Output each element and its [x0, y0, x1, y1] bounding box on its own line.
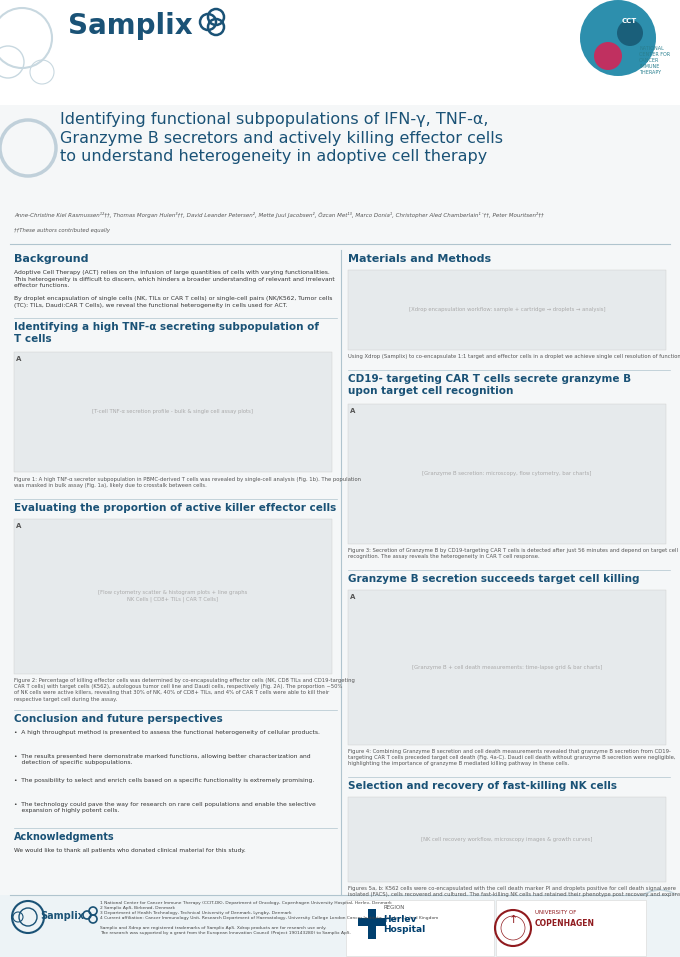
- Text: Evaluating the proportion of active killer effector cells: Evaluating the proportion of active kill…: [14, 503, 336, 513]
- Text: Anne-Christine Kiel Rasmussen¹²††, Thomas Morgan Hulen³††, David Leander Peterse: Anne-Christine Kiel Rasmussen¹²††, Thoma…: [14, 212, 544, 218]
- Text: Materials and Methods: Materials and Methods: [348, 254, 491, 264]
- Bar: [368, 909, 376, 939]
- Text: Conclusion and future perspectives: Conclusion and future perspectives: [14, 714, 223, 724]
- Text: A: A: [16, 523, 21, 529]
- Text: Granzyme B secretion succeeds target cell killing: Granzyme B secretion succeeds target cel…: [348, 574, 639, 584]
- Text: Identifying a high TNF-α secreting subpopulation of
T cells: Identifying a high TNF-α secreting subpo…: [14, 322, 319, 344]
- Text: UNIVERSITY OF: UNIVERSITY OF: [535, 910, 577, 915]
- Bar: [346, 900, 494, 956]
- Text: We would like to thank all patients who donated clinical material for this study: We would like to thank all patients who …: [14, 848, 245, 853]
- Text: CD19- targeting CAR T cells secrete granzyme B
upon target cell recognition: CD19- targeting CAR T cells secrete gran…: [348, 374, 631, 395]
- Bar: [348, 404, 666, 544]
- Text: Figure 2: Percentage of killing effector cells was determined by co-encapsulatin: Figure 2: Percentage of killing effector…: [14, 678, 355, 701]
- Bar: [358, 918, 386, 926]
- Bar: [14, 519, 332, 674]
- Text: NATIONAL
CENTER FOR
CANCER
IMMUNE
THERAPY: NATIONAL CENTER FOR CANCER IMMUNE THERAP…: [639, 46, 670, 75]
- Text: 1 National Center for Cancer Immune Therapy (CCIT-DK), Department of Oncology, C: 1 National Center for Cancer Immune Ther…: [100, 901, 438, 935]
- Text: •  The technology could pave the way for research on rare cell populations and e: • The technology could pave the way for …: [14, 802, 316, 813]
- Text: CCT: CCT: [622, 18, 636, 24]
- Text: [Granzyme B + cell death measurements: time-lapse grid & bar charts]: [Granzyme B + cell death measurements: t…: [412, 664, 602, 670]
- Text: [T-cell TNF-α secretion profile - bulk & single cell assay plots]: [T-cell TNF-α secretion profile - bulk &…: [92, 410, 254, 414]
- Text: Figure 3: Secretion of Granzyme B by CD19-targeting CAR T cells is detected afte: Figure 3: Secretion of Granzyme B by CD1…: [348, 548, 678, 559]
- Text: [Xdrop encapsulation workflow: sample + cartridge → droplets → analysis]: [Xdrop encapsulation workflow: sample + …: [409, 307, 605, 313]
- Text: Figures 5a, b: K562 cells were co-encapsulated with the cell death marker PI and: Figures 5a, b: K562 cells were co-encaps…: [348, 886, 680, 898]
- Text: Adoptive Cell Therapy (ACT) relies on the infusion of large quantities of cells : Adoptive Cell Therapy (ACT) relies on th…: [14, 270, 335, 308]
- Text: Figure 4: Combining Granzyme B secretion and cell death measurements revealed th: Figure 4: Combining Granzyme B secretion…: [348, 749, 675, 767]
- Bar: [348, 590, 666, 745]
- Text: Herlev
Hospital: Herlev Hospital: [383, 915, 425, 934]
- Text: Samplix: Samplix: [40, 911, 84, 921]
- Text: •  The results presented here demonstrate marked functions, allowing better char: • The results presented here demonstrate…: [14, 754, 311, 766]
- Circle shape: [580, 0, 656, 76]
- Circle shape: [617, 20, 643, 46]
- Bar: [348, 270, 666, 350]
- Text: Background: Background: [14, 254, 88, 264]
- Text: [NK cell recovery workflow, microscopy images & growth curves]: [NK cell recovery workflow, microscopy i…: [421, 836, 593, 841]
- Bar: [0, 895, 680, 957]
- Text: •  A high throughput method is presented to assess the functional heterogeneity : • A high throughput method is presented …: [14, 730, 320, 735]
- Text: Identifying functional subpopulations of IFN-γ, TNF-α,
Granzyme B secretors and : Identifying functional subpopulations of…: [60, 112, 503, 165]
- Text: Selection and recovery of fast-killing NK cells: Selection and recovery of fast-killing N…: [348, 781, 617, 791]
- Text: REGION: REGION: [383, 905, 405, 910]
- Text: Using Xdrop (Samplix) to co-encapsulate 1:1 target and effector cells in a dropl: Using Xdrop (Samplix) to co-encapsulate …: [348, 354, 680, 359]
- Bar: [14, 352, 332, 472]
- Text: Acknowledgments: Acknowledgments: [14, 832, 115, 842]
- Text: A: A: [350, 594, 356, 600]
- Text: A: A: [350, 408, 356, 414]
- Text: [Flow cytometry scatter & histogram plots + line graphs
NK Cells | CD8+ TILs | C: [Flow cytometry scatter & histogram plot…: [99, 590, 248, 602]
- Circle shape: [594, 42, 622, 70]
- Text: [Granzyme B secretion: microscopy, flow cytometry, bar charts]: [Granzyme B secretion: microscopy, flow …: [422, 472, 592, 477]
- Text: ↑: ↑: [509, 915, 517, 925]
- Text: A: A: [16, 356, 21, 362]
- Text: Samplix: Samplix: [68, 12, 192, 40]
- Bar: [348, 797, 666, 882]
- Text: •  The possibility to select and enrich cells based on a specific functionality : • The possibility to select and enrich c…: [14, 778, 314, 783]
- Bar: [496, 900, 646, 956]
- Text: COPENHAGEN: COPENHAGEN: [535, 919, 595, 928]
- Bar: [0, 0, 680, 105]
- Text: ††These authors contributed equally: ††These authors contributed equally: [14, 228, 110, 233]
- Text: Figure 1: A high TNF-α secretor subpopulation in PBMC-derived T cells was reveal: Figure 1: A high TNF-α secretor subpopul…: [14, 477, 361, 488]
